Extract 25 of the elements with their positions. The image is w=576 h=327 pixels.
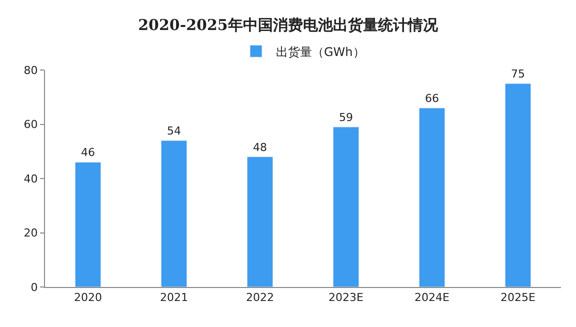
x-tick-label: 2020	[74, 291, 102, 304]
y-tick-label: 40	[24, 172, 38, 186]
y-tick-label: 20	[24, 226, 38, 240]
x-tick-label: 2025E	[500, 291, 536, 304]
legend-label: 出货量（GWh）	[276, 44, 365, 59]
bar	[418, 108, 446, 287]
bar	[504, 83, 532, 287]
bar	[74, 162, 102, 287]
bar	[160, 140, 188, 287]
x-tick-label: 2021	[160, 291, 188, 304]
x-tick-label: 2023E	[328, 291, 364, 304]
data-label: 54	[167, 124, 181, 138]
x-tick-label: 2024E	[414, 291, 450, 304]
y-tick-label: 80	[24, 64, 38, 77]
bar	[246, 156, 274, 287]
y-tick-label: 60	[24, 118, 38, 132]
x-tick-label: 2022	[246, 291, 274, 304]
chart-title: 2020-2025年中国消费电池出货量统计情况	[138, 16, 439, 34]
data-label: 66	[425, 92, 439, 105]
data-label: 48	[253, 140, 267, 154]
bar	[332, 126, 360, 287]
data-label: 75	[511, 68, 525, 81]
data-label: 59	[339, 110, 353, 124]
y-tick-label: 0	[30, 280, 38, 294]
data-label: 46	[81, 146, 95, 160]
